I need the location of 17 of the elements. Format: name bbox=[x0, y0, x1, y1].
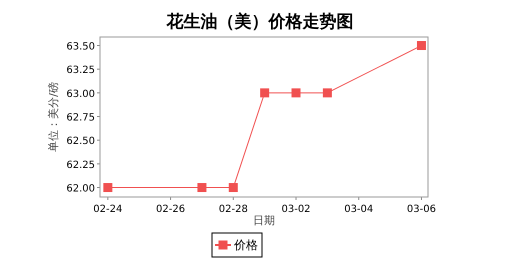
y-tick-label: 63.50 bbox=[66, 42, 95, 53]
y-axis-title: 单位：美分/磅 bbox=[47, 82, 60, 152]
legend-label: 价格 bbox=[233, 238, 258, 252]
x-tick-label: 03-06 bbox=[406, 204, 436, 215]
y-tick-label: 63.00 bbox=[66, 88, 95, 100]
y-tick-label: 62.75 bbox=[66, 112, 95, 124]
x-axis-title: 日期 bbox=[253, 214, 275, 227]
x-tick-label: 03-02 bbox=[281, 204, 311, 215]
x-tick-label: 02-26 bbox=[156, 204, 186, 215]
x-tick-label: 02-28 bbox=[218, 204, 248, 215]
x-tick-label: 03-04 bbox=[344, 204, 374, 215]
chart-title: 花生油（美）价格走势图 bbox=[166, 12, 354, 32]
y-tick-label: 62.00 bbox=[66, 184, 95, 195]
y-tick-label: 63.25 bbox=[66, 65, 95, 76]
y-tick-label: 62.25 bbox=[66, 160, 95, 171]
y-tick-label: 62.50 bbox=[66, 136, 95, 148]
x-tick-label: 02-24 bbox=[93, 204, 122, 215]
